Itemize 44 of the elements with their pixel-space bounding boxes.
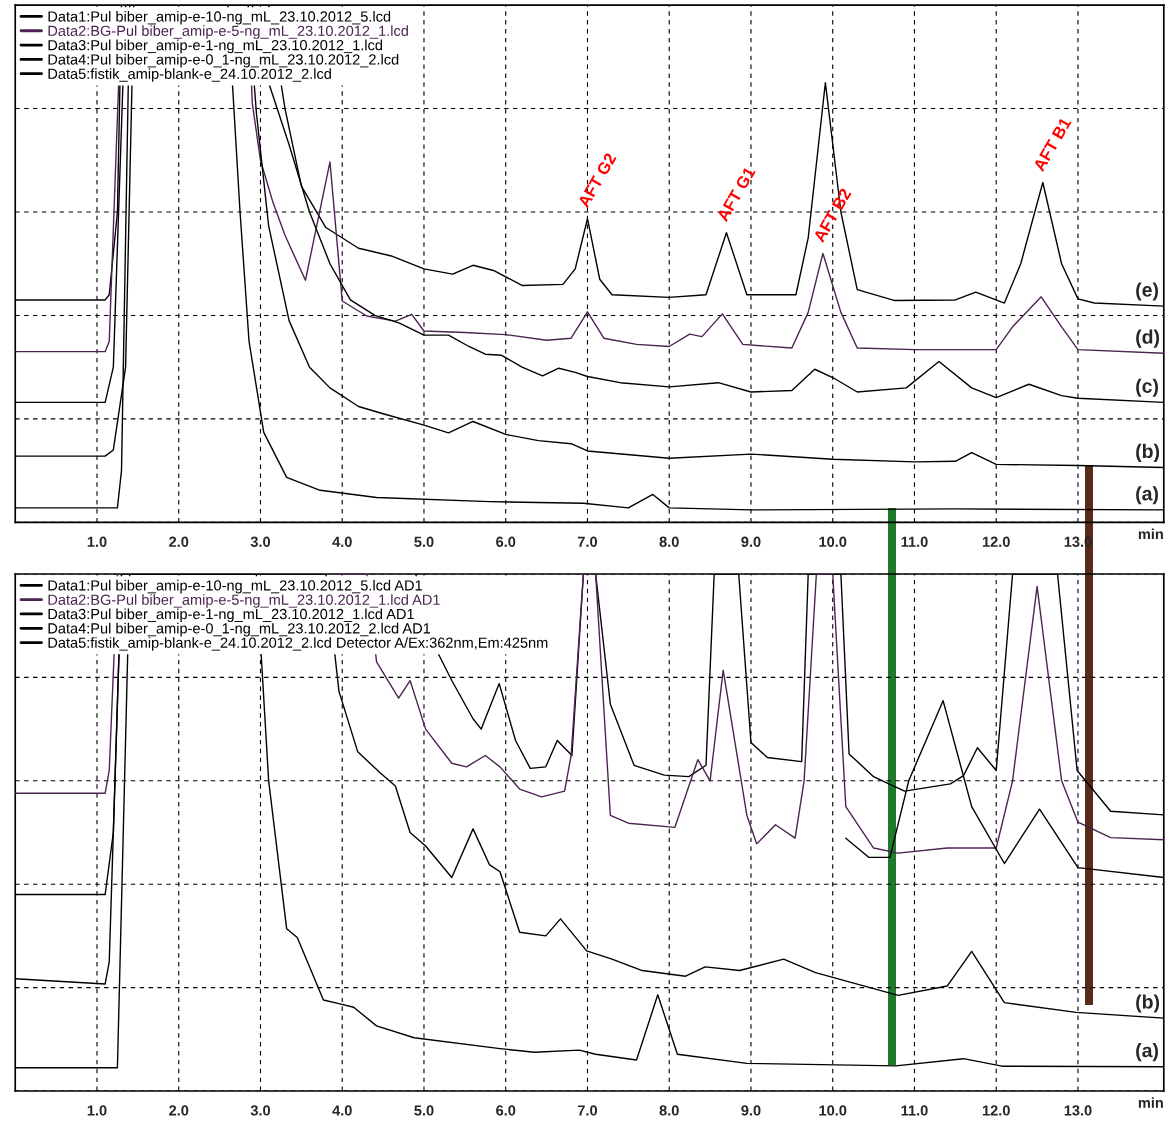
legend-label: Data4:Pul biber_amip-e-0_1-ng_mL_23.10.2012_2.lcd AD1 <box>48 622 431 637</box>
legend-label: Data3:Pul biber_amip-e-1-ng_mL_23.10.2012_1.lcd <box>48 39 383 54</box>
legend-label: Data5:fistik_amip-blank-e_24.10.2012_2.lcd <box>48 68 331 82</box>
x-tick-label: 13.0 <box>1064 1105 1092 1116</box>
x-tick-label: 5.0 <box>414 1105 434 1116</box>
x-tick-label: 6.0 <box>496 536 516 547</box>
x-tick-label: 2.0 <box>169 536 189 547</box>
annotation: (b) <box>1136 994 1160 1013</box>
x-tick-label: 4.0 <box>332 1105 352 1116</box>
x-tick-label: 6.0 <box>496 1105 516 1116</box>
annotation: (e) <box>1136 282 1158 301</box>
x-tick-label: 11.0 <box>901 1105 928 1116</box>
x-tick-label: 11.0 <box>901 536 928 547</box>
annotation: (d) <box>1136 329 1160 348</box>
x-tick-label: 12.0 <box>982 1105 1010 1116</box>
x-tick-label: 12.0 <box>982 536 1010 547</box>
annotation: (b) <box>1136 443 1160 462</box>
annotation: (a) <box>1136 1043 1158 1062</box>
legend-label: Data4:Pul biber_amip-e-0_1-ng_mL_23.10.2012_2.lcd <box>48 53 399 68</box>
annotation: (c) <box>1136 378 1158 397</box>
legend-label: Data2:BG-Pul biber_amip-e-5-ng_mL_23.10.2012_1.lcd AD1 <box>48 594 440 608</box>
x-tick-label: 1.0 <box>87 1105 107 1116</box>
x-axis-title: min <box>1138 528 1163 540</box>
legend-label: Data1:Pul biber_amip-e-10-ng_mL_23.10.2012_5.lcd AD1 <box>48 579 422 594</box>
x-tick-label: 1.0 <box>87 536 107 547</box>
x-tick-label: 10.0 <box>819 1105 847 1116</box>
x-tick-label: 7.0 <box>577 536 598 547</box>
x-tick-label: 8.0 <box>659 536 679 547</box>
x-tick-label: 3.0 <box>250 1105 271 1116</box>
x-tick-label: 3.0 <box>250 536 271 547</box>
legend-label: Data5:fistik_amip-blank-e_24.10.2012_2.lcd Detector A/Ex:362nm,Em:425nm <box>48 637 548 651</box>
x-tick-label: 7.0 <box>577 1105 598 1116</box>
annotation: (a) <box>1136 486 1158 505</box>
x-tick-label: 9.0 <box>741 1105 761 1116</box>
x-tick-label: 5.0 <box>414 536 434 547</box>
x-tick-label: 2.0 <box>169 1105 189 1116</box>
x-tick-label: 4.0 <box>332 536 352 547</box>
x-tick-label: 10.0 <box>819 536 847 547</box>
legend-label: Data3:Pul biber_amip-e-1-ng_mL_23.10.2012_1.lcd AD1 <box>48 608 414 623</box>
x-tick-label: 8.0 <box>659 1105 679 1116</box>
x-tick-label: 9.0 <box>741 536 761 547</box>
legend-label: Data1:Pul biber_amip-e-10-ng_mL_23.10.2012_5.lcd <box>48 10 391 25</box>
x-axis-title: min <box>1138 1097 1163 1108</box>
legend-label: Data2:BG-Pul biber_amip-e-5-ng_mL_23.10.2012_1.lcd <box>48 25 408 39</box>
